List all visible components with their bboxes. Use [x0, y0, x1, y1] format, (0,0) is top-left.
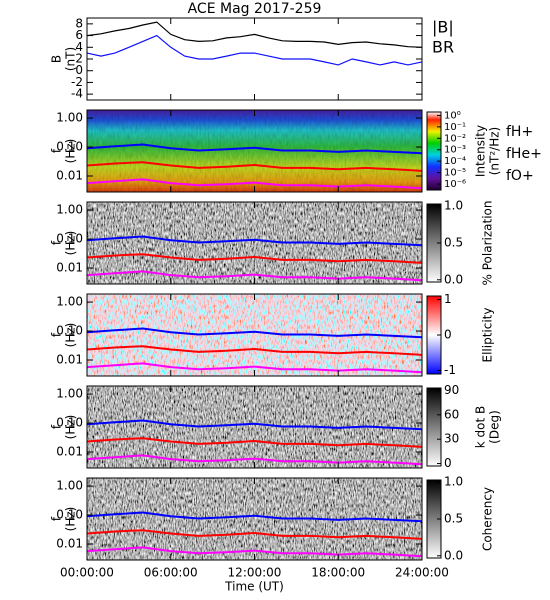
colorbar-label: Intensity: [474, 125, 488, 177]
series-line: [86, 21, 423, 48]
y-tick-label: 0.10: [56, 416, 83, 430]
y-tick-label: 1.00: [56, 295, 83, 309]
y-tick-label: 0.10: [56, 232, 83, 246]
series-line: [86, 327, 423, 339]
colorbar-tick-label: 0.5: [444, 512, 463, 526]
y-axis-label: (Hz): [64, 507, 78, 532]
y-axis-label: f: [50, 240, 64, 245]
x-tick-label: 00:00:00: [60, 566, 114, 580]
y-tick-label: 4: [75, 40, 83, 54]
series-line: [86, 253, 423, 264]
x-tick-label: 18:00:00: [311, 566, 365, 580]
colorbar-tick-label: 10⁻⁴: [444, 156, 466, 167]
colorbar-label: Coherency: [481, 487, 495, 551]
y-tick-label: 2: [75, 52, 83, 66]
colorbar-label: (Deg): [488, 410, 502, 444]
y-tick-label: 8: [75, 16, 83, 30]
y-tick-label: 0.01: [56, 260, 83, 274]
y-axis-label: B: [50, 55, 64, 63]
y-axis-label: f: [50, 424, 64, 429]
colorbar-label: k dot B: [474, 406, 488, 448]
colorbar-tick-label: 10⁰: [444, 110, 461, 121]
y-tick-label: 1.00: [56, 203, 83, 217]
colorbar: [426, 387, 442, 467]
y-axis-label: (Hz): [64, 323, 78, 348]
colorbar-tick-label: 0.5: [444, 236, 463, 250]
colorbar-tick-label: 1.0: [444, 199, 463, 213]
y-tick-label: 0.01: [56, 444, 83, 458]
colorbar-tick-label: 10⁻¹: [444, 122, 466, 133]
y-axis-label: (Hz): [64, 231, 78, 256]
series-line: [86, 235, 423, 247]
colorbar-label: (nT²/Hz): [488, 127, 502, 175]
y-tick-label: 0.01: [56, 352, 83, 366]
y-tick-label: 1.00: [56, 387, 83, 401]
colorbar-tick-label: 60: [444, 407, 459, 421]
chart-title: ACE Mag 2017-259: [188, 1, 322, 17]
legend-entry: |B|: [432, 18, 454, 37]
y-axis-label: (nT): [64, 47, 78, 71]
colorbar-tick-label: 30: [444, 432, 459, 446]
colorbar-tick-label: -1: [444, 363, 456, 377]
y-tick-label: 0.01: [56, 168, 83, 182]
colorbar-tick-label: 10⁻²: [444, 133, 466, 144]
y-tick-label: 0.10: [56, 140, 83, 154]
x-tick-label: 06:00:00: [144, 566, 198, 580]
colorbar-tick-label: 1.0: [444, 475, 463, 489]
series-line: [86, 161, 423, 172]
series-line: [86, 270, 423, 282]
colorbar-label: % Polarization: [481, 201, 495, 286]
y-tick-label: 6: [75, 28, 83, 42]
x-tick-label: 24:00:00: [395, 566, 449, 580]
series-line: [86, 362, 423, 374]
y-tick-label: 0: [75, 63, 83, 77]
series-line: [86, 34, 423, 66]
legend-entry: BR: [432, 38, 454, 57]
colorbar-tick-label: 0: [444, 456, 452, 470]
series-line: [86, 345, 423, 356]
y-tick-label: -4: [71, 87, 83, 101]
colorbar-tick-label: 10⁻³: [444, 145, 466, 156]
colorbar-tick-label: 0.0: [444, 272, 463, 286]
y-tick-label: 0.10: [56, 324, 83, 338]
series-line: [86, 178, 423, 190]
y-axis-label: f: [50, 148, 64, 153]
y-tick-label: -2: [71, 75, 83, 89]
colorbar-tick-label: 10⁻⁵: [444, 168, 466, 179]
x-tick-label: 12:00:00: [228, 566, 282, 580]
series-line: [86, 437, 423, 448]
series-line: [86, 454, 423, 466]
colorbar-tick-label: 90: [444, 383, 459, 397]
colorbar: [426, 111, 442, 191]
y-axis-label: (Hz): [64, 139, 78, 164]
series-line: [86, 546, 423, 558]
series-line: [86, 419, 423, 431]
x-axis-label: Time (UT): [224, 580, 284, 594]
colorbar-label: Ellipticity: [481, 308, 495, 363]
y-tick-label: 1.00: [56, 111, 83, 125]
colorbar-tick-label: 0.0: [444, 548, 463, 562]
y-tick-label: 0.01: [56, 536, 83, 550]
legend-entry: fO+: [506, 168, 534, 184]
colorbar-tick-label: 0: [444, 328, 452, 342]
series-line: [86, 143, 423, 155]
plot-frame: [86, 17, 423, 101]
colorbar-tick-label: 1: [444, 292, 452, 306]
y-tick-label: 1.00: [56, 479, 83, 493]
y-axis-label: f: [50, 516, 64, 521]
colorbar-tick-label: 10⁻⁶: [444, 179, 466, 190]
legend-entry: fHe+: [506, 146, 542, 162]
series-line: [86, 529, 423, 540]
legend-entry: fH+: [506, 124, 533, 140]
y-axis-label: (Hz): [64, 415, 78, 440]
series-line: [86, 511, 423, 523]
y-axis-label: f: [50, 332, 64, 337]
y-tick-label: 0.10: [56, 508, 83, 522]
